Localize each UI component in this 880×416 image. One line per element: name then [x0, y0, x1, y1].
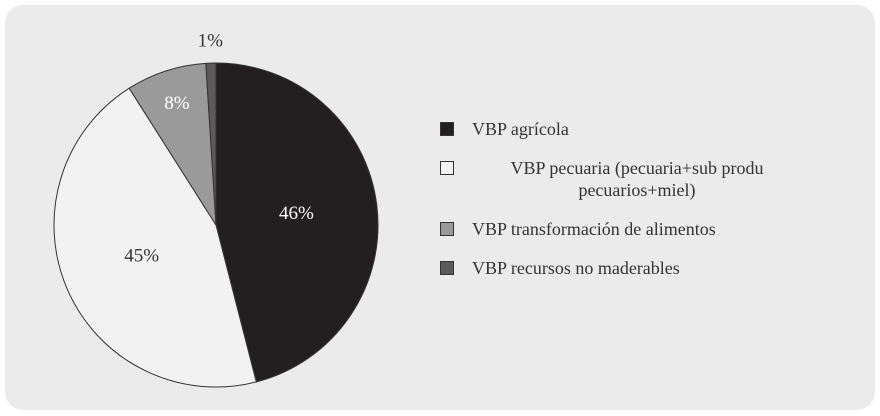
legend-label: VBP agrícola — [472, 119, 569, 139]
legend-item: VBP pecuaria (pecuaria+sub produ pecuari… — [440, 157, 840, 201]
slice-label: 46% — [279, 203, 314, 224]
legend-swatch — [440, 222, 454, 236]
legend-label: VBP transformación de alimentos — [472, 219, 716, 239]
slice-label: 45% — [124, 246, 159, 267]
legend-item: VBP recursos no maderables — [440, 257, 840, 279]
legend-item: VBP transformación de alimentos — [440, 218, 840, 240]
legend-label: VBP pecuaria (pecuaria+sub produ pecuari… — [510, 158, 764, 200]
legend-item: VBP agrícola — [440, 118, 840, 140]
legend: VBP agrícola VBP pecuaria (pecuaria+sub p… — [440, 118, 840, 296]
pie-slice — [205, 62, 217, 226]
legend-swatch — [440, 261, 454, 275]
legend-swatch — [440, 161, 454, 175]
slice-label: 1% — [198, 30, 224, 51]
legend-swatch — [440, 122, 454, 136]
pie-slice — [215, 62, 379, 383]
legend-label: VBP recursos no maderables — [472, 258, 680, 278]
slice-label: 8% — [164, 93, 190, 114]
pie-slice — [53, 87, 257, 388]
